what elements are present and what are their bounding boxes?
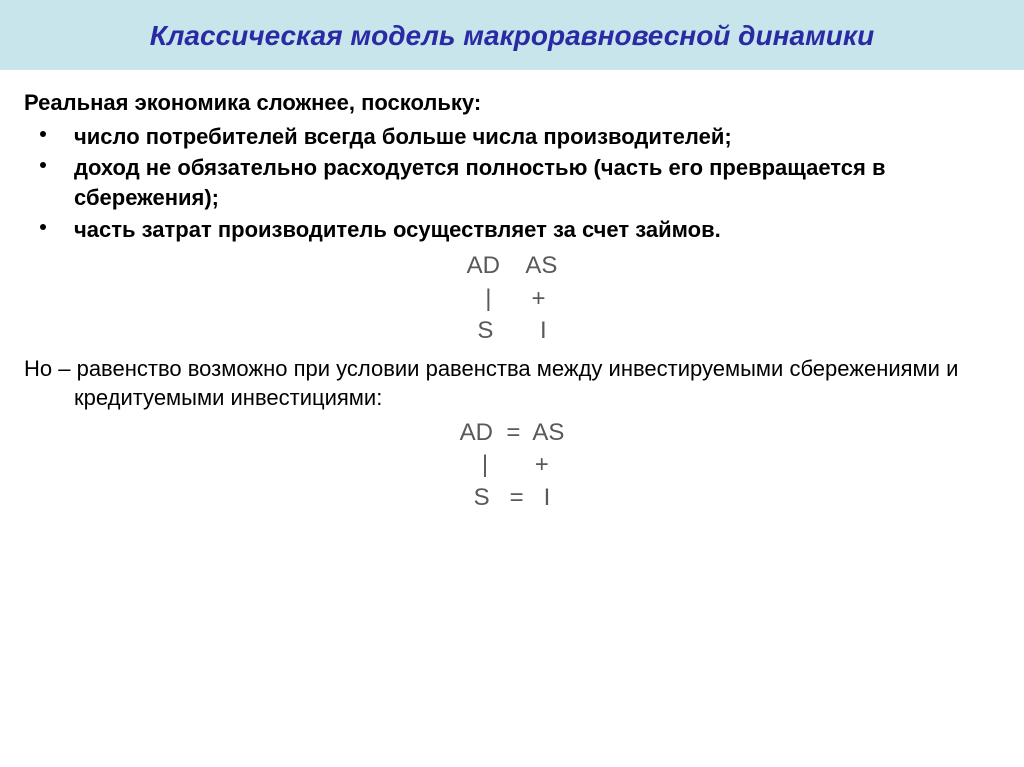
list-item-text: доход не обязательно расходуется полност…: [74, 155, 886, 210]
formula-block-2: AD = AS | + S = I: [24, 417, 1000, 514]
content-area: Реальная экономика сложнее, поскольку: ч…: [0, 70, 1024, 544]
list-item-text: число потребителей всегда больше числа п…: [74, 124, 732, 149]
slide-title: Классическая модель макроравновесной дин…: [10, 20, 1014, 52]
formula-line: AD AS: [24, 250, 1000, 282]
formula-line: | +: [24, 283, 1000, 315]
paragraph-2: Но – равенство возможно при условии раве…: [24, 354, 1000, 413]
list-item: часть затрат производитель осуществляет …: [24, 215, 1000, 245]
formula-line: S I: [24, 315, 1000, 347]
bullet-icon: [40, 162, 46, 168]
lead-paragraph: Реальная экономика сложнее, поскольку:: [24, 88, 1000, 118]
formula-line: | +: [24, 449, 1000, 481]
bullet-icon: [40, 224, 46, 230]
list-item: доход не обязательно расходуется полност…: [24, 153, 1000, 212]
list-item: число потребителей всегда больше числа п…: [24, 122, 1000, 152]
formula-line: S = I: [24, 482, 1000, 514]
list-item-text: часть затрат производитель осуществляет …: [74, 217, 721, 242]
bullet-icon: [40, 131, 46, 137]
formula-block-1: AD AS | + S I: [24, 250, 1000, 347]
formula-line: AD = AS: [24, 417, 1000, 449]
title-bar: Классическая модель макроравновесной дин…: [0, 0, 1024, 70]
bullet-list: число потребителей всегда больше числа п…: [24, 122, 1000, 245]
